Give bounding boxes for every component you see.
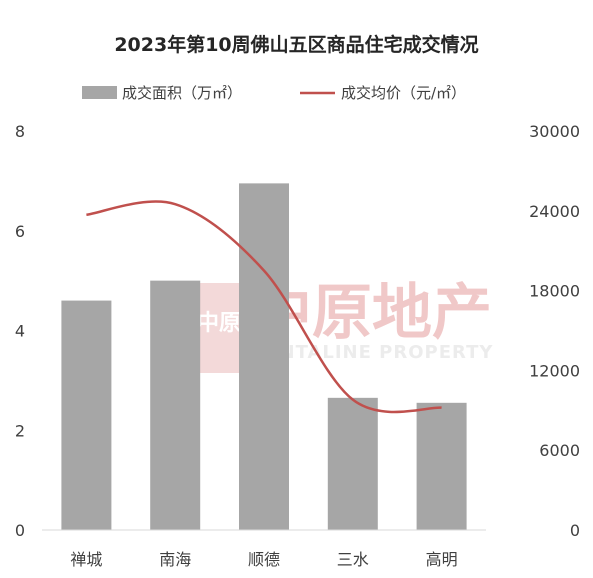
centaline-watermark: 中原 中原地产 CENTALINE PROPERTY <box>193 278 492 373</box>
bar-3 <box>239 183 289 530</box>
chart-title: 2023年第10周佛山五区商品住宅成交情况 <box>114 34 479 56</box>
legend: 成交面积（万㎡） 成交均价（元/㎡） <box>82 84 466 102</box>
watermark-logo-box <box>193 283 245 373</box>
y-right-tick-label: 30000 <box>529 122 580 141</box>
y-right-tick-label: 18000 <box>529 282 580 301</box>
bar-5 <box>416 402 467 530</box>
x-tick-label: 三水 <box>337 550 369 569</box>
x-tick-label: 顺德 <box>248 550 280 569</box>
y-left-tick-label: 4 <box>15 322 25 341</box>
y-right-tick-label: 0 <box>570 521 580 540</box>
legend-swatch-area <box>82 86 117 99</box>
y-left-tick-label: 6 <box>15 222 25 241</box>
legend-label-area: 成交面积（万㎡） <box>122 84 242 102</box>
y-right-tick-label: 6000 <box>539 441 580 460</box>
bar-1 <box>61 300 112 530</box>
y-left-tick-label: 2 <box>15 421 25 440</box>
legend-label-price: 成交均价（元/㎡） <box>341 84 466 102</box>
x-tick-label: 高明 <box>426 550 458 569</box>
y-right-tick-label: 24000 <box>529 202 580 221</box>
y-right-tick-label: 12000 <box>529 361 580 380</box>
x-tick-label: 禅城 <box>70 550 102 569</box>
y-left-tick-label: 0 <box>15 521 25 540</box>
x-tick-label: 南海 <box>159 550 191 569</box>
price-line <box>86 200 442 414</box>
y-left-tick-label: 8 <box>15 122 25 141</box>
watermark-logo-text: 中原 <box>197 311 241 336</box>
bar-2 <box>150 280 201 530</box>
bar-4 <box>327 397 378 530</box>
